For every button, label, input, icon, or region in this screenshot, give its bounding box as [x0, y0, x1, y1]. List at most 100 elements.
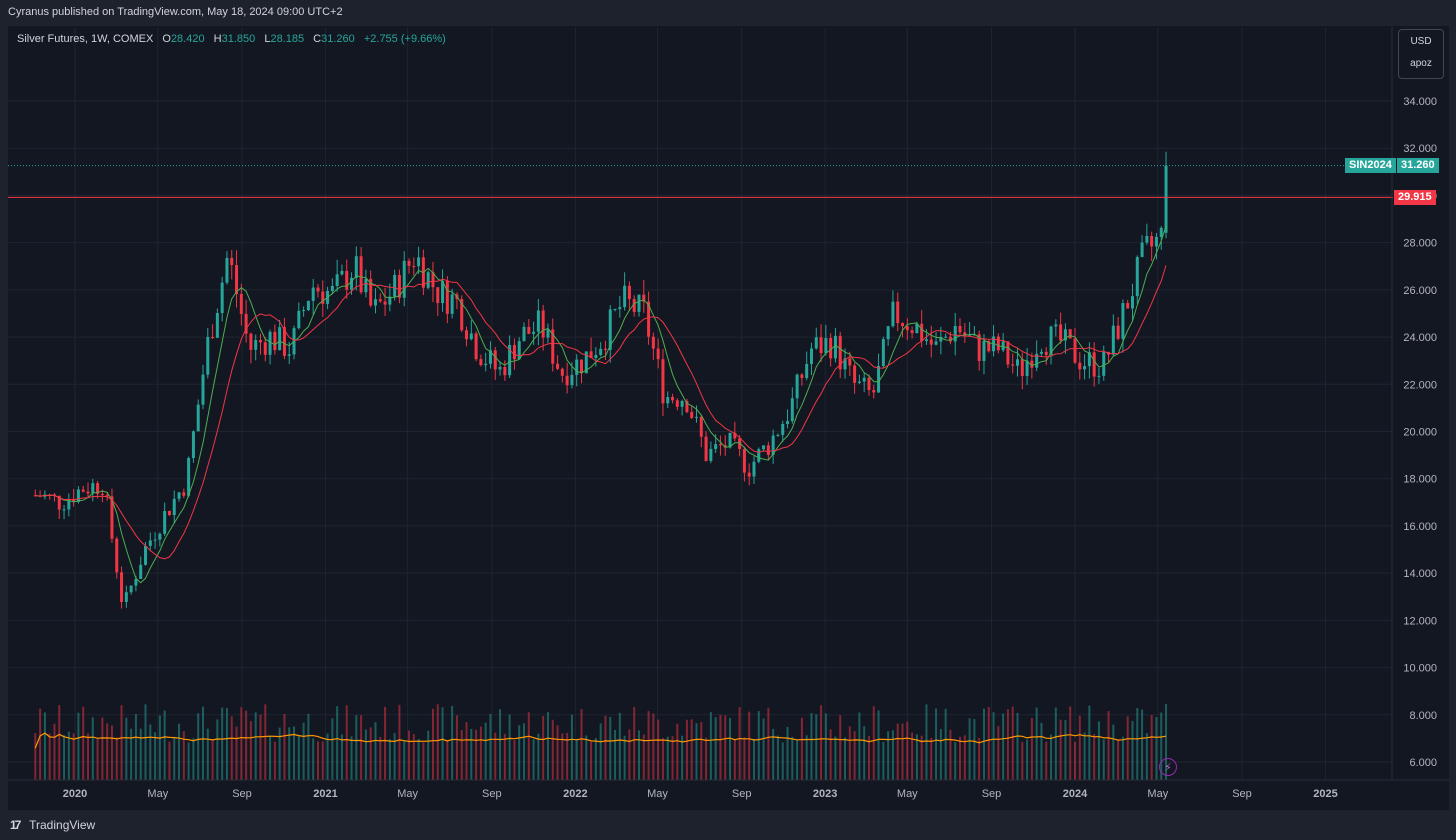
x-tick-label: 2025 [1313, 788, 1337, 800]
candle-body [86, 491, 90, 494]
volume-bar [997, 726, 1000, 780]
user-label: apoz [1410, 58, 1432, 69]
volume-bar [1006, 709, 1009, 780]
candle-body [546, 329, 550, 338]
lightning-icon[interactable]: ⚡ [1159, 758, 1177, 776]
candle-body [699, 416, 703, 437]
volume-bar [518, 725, 521, 780]
candle-body [963, 332, 967, 336]
volume-bar [63, 735, 66, 780]
candle-body [484, 363, 488, 366]
volume-bar [661, 738, 664, 780]
tradingview-logo[interactable]: 17 TradingView [10, 818, 95, 832]
volume-bar [408, 730, 411, 780]
candle-body [1025, 360, 1029, 376]
volume-bar [877, 710, 880, 780]
candle-body [977, 334, 981, 361]
x-tick-label: 2020 [63, 788, 87, 800]
candle-body [335, 274, 339, 286]
y-tick-label: 32.000 [1403, 143, 1437, 155]
volume-bar [307, 713, 310, 780]
candle-body [182, 492, 186, 496]
candle-body [1063, 329, 1067, 341]
volume-bar [312, 738, 315, 780]
candle-body [450, 294, 454, 314]
volume-bar [369, 727, 372, 780]
candle-body [738, 438, 742, 449]
volume-bar [848, 726, 851, 780]
candle-body [532, 331, 536, 334]
candle-body [642, 294, 646, 302]
candle-body [800, 374, 804, 378]
candle-body [330, 285, 334, 291]
candle-body [862, 377, 866, 382]
volume-bar [326, 733, 329, 780]
volume-bar [719, 714, 722, 780]
volume-bar [973, 719, 976, 780]
candle-body [278, 327, 282, 351]
y-tick-label: 10.000 [1403, 663, 1437, 675]
candle-body [757, 449, 761, 462]
candle-body [915, 323, 919, 334]
candle-body [886, 326, 890, 340]
volume-bar [494, 732, 497, 780]
volume-bar [887, 731, 890, 780]
candle-body [244, 313, 248, 334]
volume-bar [1074, 741, 1076, 780]
candle-body [838, 335, 842, 370]
candle-body [76, 489, 80, 502]
horizontal-level[interactable] [8, 165, 1393, 198]
candle-body [1164, 165, 1168, 233]
candle-body [603, 348, 607, 350]
candle-body [694, 416, 698, 418]
candle-body [656, 348, 660, 360]
volume-bar [1054, 707, 1057, 780]
candle-body [527, 326, 531, 334]
candle-body [1092, 352, 1096, 377]
volume-bar [96, 739, 99, 780]
volume-bar [465, 721, 468, 780]
volume-bar [748, 711, 751, 780]
candle-body [728, 432, 732, 448]
candle-body [996, 336, 1000, 351]
volume-bar [422, 742, 425, 780]
x-tick-label: Sep [482, 788, 502, 800]
volume-bar [34, 733, 37, 780]
chart-area[interactable] [8, 26, 1449, 810]
candle-body [781, 423, 785, 435]
candle-body [867, 377, 871, 391]
candle-body [637, 294, 641, 312]
x-tick-label: Sep [732, 788, 752, 800]
candle-body [220, 282, 224, 313]
volume-bar [959, 736, 962, 780]
volume-bar [824, 713, 827, 780]
candle-body [1020, 359, 1024, 376]
volume-bar [642, 734, 645, 780]
candle-body [896, 301, 900, 324]
candle-body [551, 329, 555, 364]
volume-bar [53, 723, 56, 780]
candle-body [129, 585, 133, 593]
candle-body [143, 545, 147, 565]
candle-body [1111, 325, 1115, 355]
volume-bar [1112, 724, 1115, 780]
volume-bar [858, 712, 861, 780]
volume-bar [978, 738, 981, 780]
candle-body [881, 339, 885, 366]
candle-body [1039, 351, 1043, 354]
volume-bar [1064, 720, 1067, 780]
volume-bar [1045, 741, 1048, 780]
candle-body [249, 333, 253, 350]
candle-body [196, 404, 200, 432]
candle-body [671, 397, 675, 401]
close-value: 31.260 [321, 33, 355, 45]
volume-bar [867, 735, 870, 780]
currency-selector[interactable]: USD apoz [1398, 29, 1444, 79]
volume-bar [556, 725, 559, 780]
close-label: C [313, 33, 322, 45]
candle-body [580, 359, 584, 374]
volume-bar [872, 706, 875, 780]
x-tick-label: Sep [1232, 788, 1252, 800]
candle-body [134, 578, 138, 586]
